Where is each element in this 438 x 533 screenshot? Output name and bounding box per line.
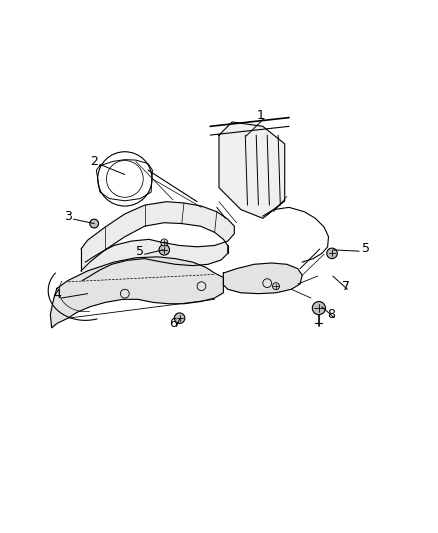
Text: 3: 3 xyxy=(64,209,72,223)
Circle shape xyxy=(327,248,337,259)
Circle shape xyxy=(159,245,170,255)
Polygon shape xyxy=(219,122,285,219)
Text: 4: 4 xyxy=(53,288,61,302)
Circle shape xyxy=(90,219,99,228)
Circle shape xyxy=(161,239,168,246)
Polygon shape xyxy=(81,201,234,280)
Text: 2: 2 xyxy=(90,155,98,168)
Text: 6: 6 xyxy=(169,317,177,330)
Text: 5: 5 xyxy=(362,243,370,255)
Text: 1: 1 xyxy=(257,109,265,122)
Circle shape xyxy=(174,313,185,324)
Circle shape xyxy=(312,302,325,314)
Text: 7: 7 xyxy=(342,280,350,293)
Circle shape xyxy=(272,282,279,290)
Polygon shape xyxy=(50,257,223,328)
Text: 8: 8 xyxy=(327,308,335,321)
Text: 5: 5 xyxy=(136,245,144,257)
Polygon shape xyxy=(223,263,302,294)
